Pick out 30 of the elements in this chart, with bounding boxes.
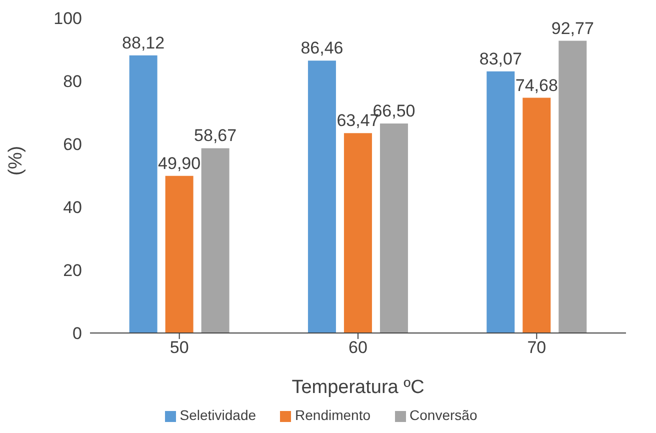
data-label: 92,77 [551,18,594,38]
y-tick-label: 60 [63,135,82,154]
legend-label: Conversão [410,407,478,423]
y-tick-label: 20 [63,261,82,280]
x-tick-label: 70 [527,338,546,358]
legend-label: Rendimento [295,407,371,423]
y-tick-label: 0 [72,324,82,344]
data-label: 88,12 [122,33,165,52]
x-tick-label: 60 [348,338,368,358]
bar [486,71,515,333]
y-tick-label: 40 [63,198,82,218]
x-axis-title: Temperatura ºC [292,377,424,398]
bar [201,148,230,333]
data-label: 58,67 [194,126,237,146]
bar [129,55,158,333]
data-label: 49,90 [158,154,201,173]
legend-label: Seletividade [180,407,256,423]
bar [522,98,551,333]
y-axis-title: (%) [6,146,27,176]
x-tick-label: 50 [170,338,189,358]
y-tick-label: 100 [54,9,82,28]
bar [380,124,408,333]
data-label: 74,68 [515,76,558,95]
data-label: 83,07 [479,49,522,68]
bar [558,40,587,333]
bar [344,133,372,333]
y-tick-label: 80 [63,72,82,92]
bar [308,60,336,333]
data-label: 86,46 [300,38,344,58]
bar [165,176,194,333]
